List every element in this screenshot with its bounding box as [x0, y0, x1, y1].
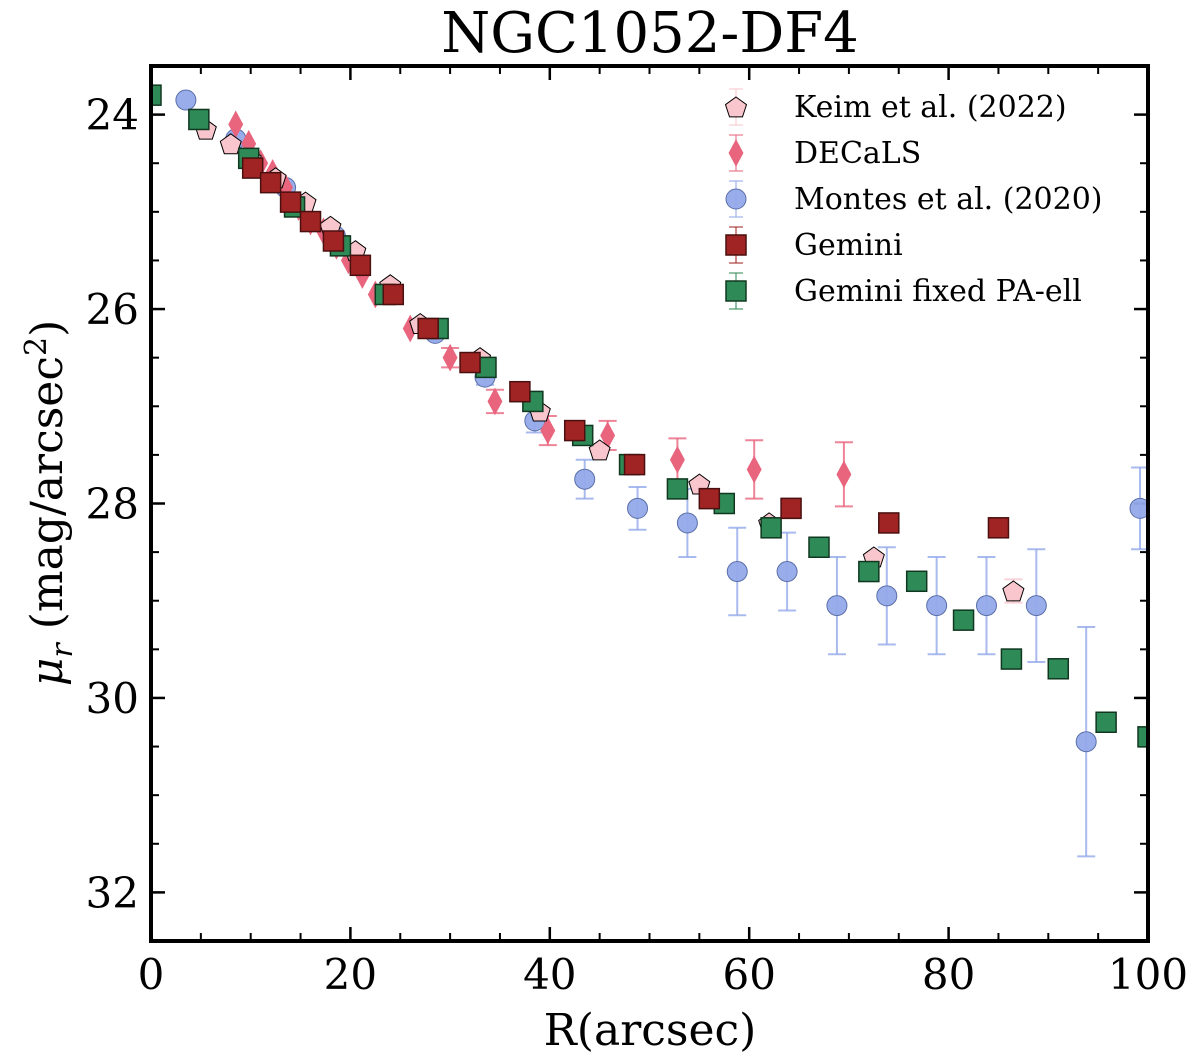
- data-point: [299, 210, 322, 233]
- legend-label: Keim et al. (2022): [794, 90, 1067, 125]
- data-point: [1002, 580, 1025, 602]
- data-point: [876, 585, 898, 607]
- y-tick-label: 30: [86, 674, 139, 723]
- data-point: [219, 133, 242, 155]
- legend: Keim et al. (2022) DECaLS Montes et al. (2…: [724, 88, 1103, 310]
- legend-marker: [725, 234, 747, 256]
- data-point: [1075, 731, 1097, 753]
- y-tick-label: 24: [86, 91, 139, 140]
- x-tick-label: 80: [922, 950, 975, 999]
- tick-labels: 0 20 40 60 80 100 24 26 28 30 32: [86, 91, 1189, 999]
- y-axis-label-sub: r: [45, 642, 80, 658]
- legend-label: DECaLS: [794, 136, 921, 171]
- legend-marker: [728, 139, 744, 167]
- y-tick-label: 28: [86, 480, 139, 529]
- x-tick-label: 20: [324, 950, 377, 999]
- chart-title: NGC1052-DF4: [441, 1, 858, 66]
- data-point: [259, 171, 282, 194]
- data-point: [175, 89, 197, 111]
- data-point: [442, 343, 458, 372]
- data-point: [676, 512, 698, 534]
- data-point: [588, 439, 611, 461]
- data-point: [1047, 658, 1070, 680]
- data-point: [780, 497, 802, 520]
- data-point: [1137, 726, 1148, 748]
- legend-marker: [725, 280, 747, 302]
- x-tick-label: 60: [722, 950, 775, 999]
- data-point: [509, 380, 531, 403]
- data-point: [808, 536, 830, 558]
- data-point: [563, 419, 586, 442]
- data-point: [826, 595, 848, 617]
- data-point: [858, 560, 880, 583]
- data-point: [926, 595, 948, 617]
- legend-label: Gemini: [794, 228, 903, 263]
- series-1: [228, 110, 853, 508]
- x-axis-label: R(arcsec): [544, 1005, 757, 1056]
- data-point: [623, 453, 646, 476]
- legend-marker: [724, 96, 748, 118]
- data-point: [1095, 711, 1117, 733]
- data-point: [349, 254, 372, 277]
- data-point: [241, 157, 264, 179]
- data-point: [698, 487, 721, 510]
- data-point: [987, 517, 1010, 539]
- x-tick-label: 100: [1108, 950, 1188, 999]
- data-point: [669, 445, 685, 474]
- data-point: [151, 84, 162, 106]
- data-point: [322, 230, 345, 252]
- data-point: [726, 561, 748, 583]
- series-3: [241, 157, 1010, 539]
- y-axis-label-close: ): [22, 320, 73, 337]
- data-point: [746, 455, 762, 484]
- data-point: [975, 595, 997, 617]
- data-points: [151, 84, 1148, 858]
- data-point: [878, 512, 900, 534]
- y-axis-label: μr (mag/arcsec2): [19, 320, 80, 687]
- data-point: [760, 517, 782, 539]
- y-tick-label: 32: [86, 868, 139, 917]
- data-point: [776, 561, 798, 583]
- y-axis-label-mu: μ: [22, 658, 73, 687]
- data-point: [487, 387, 503, 416]
- data-point: [905, 570, 928, 593]
- data-point: [382, 283, 405, 306]
- legend-marker: [725, 188, 747, 210]
- legend-label: Gemini fixed PA-ell: [794, 274, 1082, 309]
- data-point: [952, 609, 975, 631]
- data-point: [417, 317, 439, 340]
- data-point: [459, 351, 481, 374]
- data-point: [836, 460, 852, 489]
- data-point: [279, 191, 302, 213]
- data-point: [188, 108, 210, 131]
- x-tick-label: 40: [523, 950, 576, 999]
- data-point: [627, 497, 649, 519]
- y-tick-label: 26: [86, 285, 139, 334]
- data-point: [574, 468, 596, 490]
- data-point: [666, 478, 689, 500]
- y-axis-label-sup: 2: [19, 337, 54, 356]
- data-point: [1129, 497, 1148, 519]
- data-point: [1025, 595, 1047, 617]
- data-point: [1000, 648, 1023, 670]
- y-axis-label-text: (mag/arcsec: [22, 356, 73, 643]
- legend-label: Montes et al. (2020): [794, 182, 1103, 217]
- data-point: [540, 416, 556, 445]
- x-tick-label: 0: [138, 950, 165, 999]
- plot-frame: [149, 64, 1150, 943]
